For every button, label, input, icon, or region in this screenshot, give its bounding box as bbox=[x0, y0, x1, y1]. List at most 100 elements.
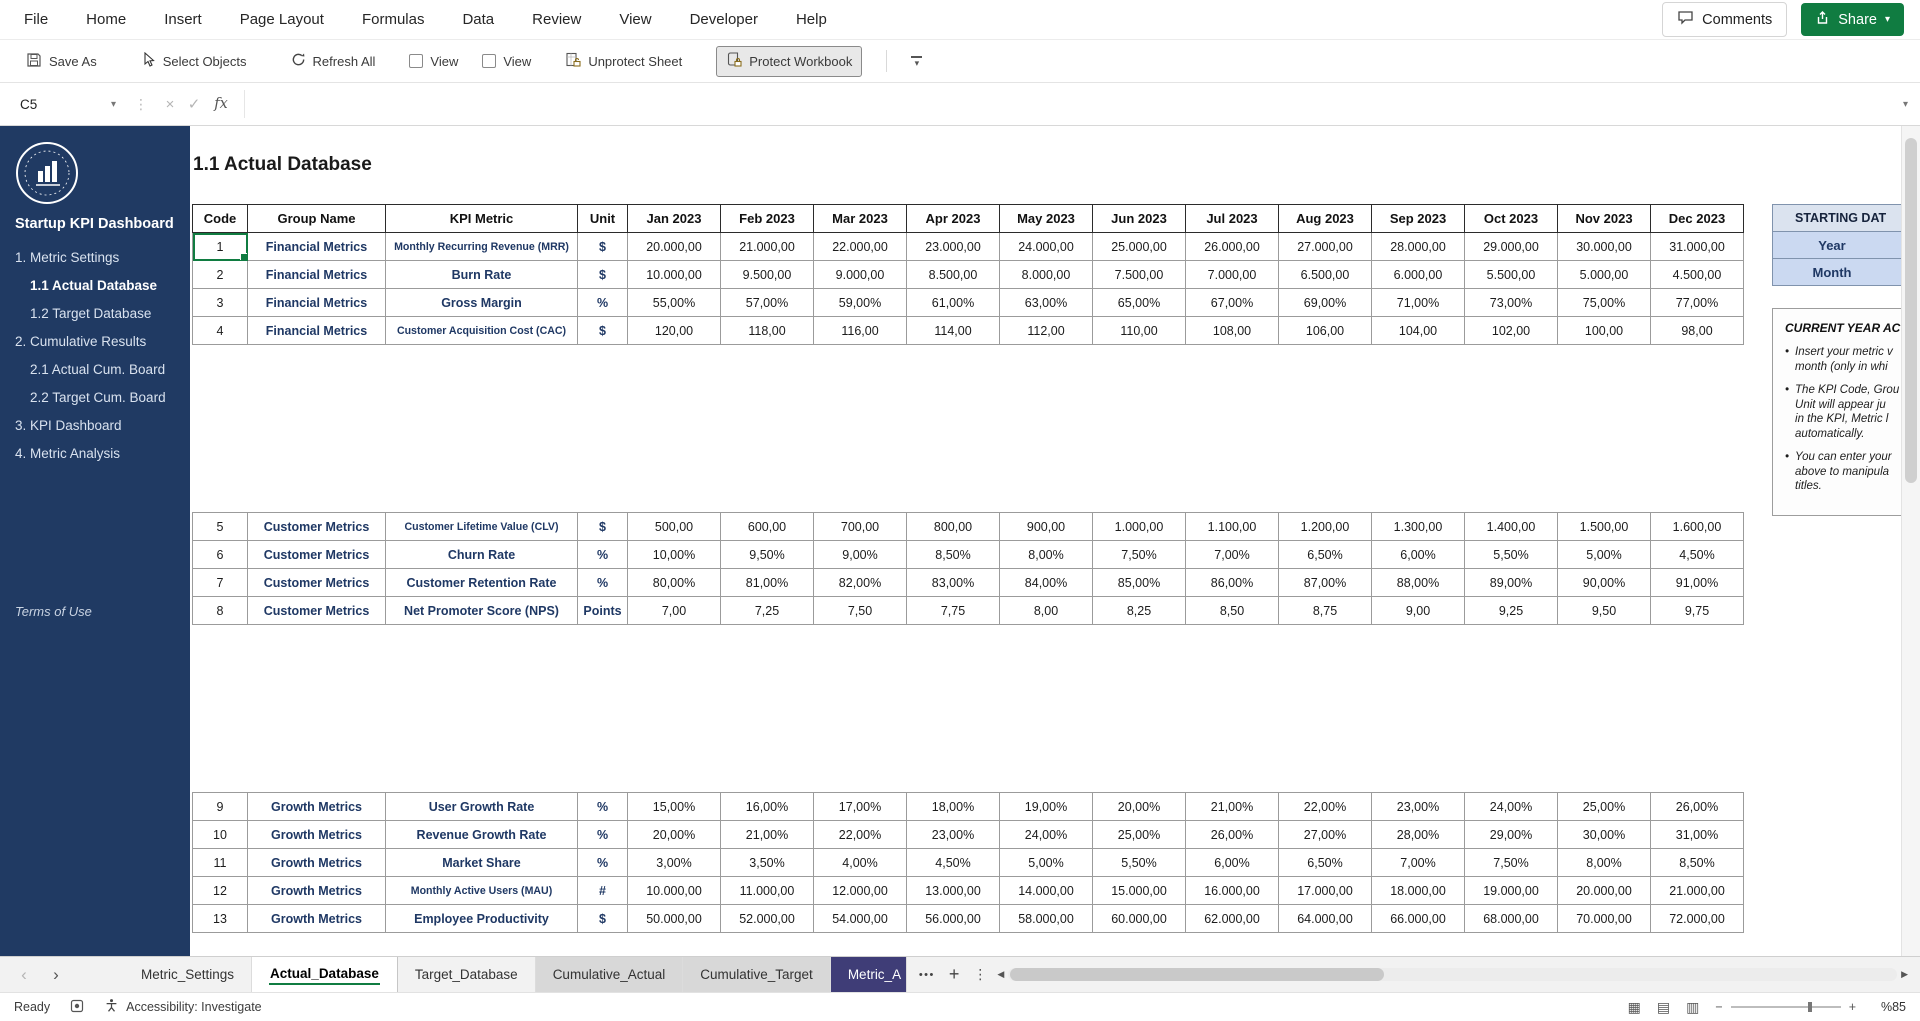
blank-cell[interactable] bbox=[813, 680, 907, 709]
share-button[interactable]: Share ▾ bbox=[1801, 3, 1904, 36]
blank-cell[interactable] bbox=[1464, 484, 1558, 513]
blank-cell[interactable] bbox=[627, 456, 721, 485]
sidebar-item-1-metric-settings[interactable]: 1. Metric Settings bbox=[15, 250, 120, 265]
blank-cell[interactable] bbox=[813, 456, 907, 485]
cell-group-name[interactable]: Growth Metrics bbox=[247, 792, 386, 821]
blank-cell[interactable] bbox=[906, 372, 1000, 401]
blank-cell[interactable] bbox=[1092, 624, 1186, 653]
sidebar-item-4-metric-analysis[interactable]: 4. Metric Analysis bbox=[15, 446, 121, 461]
blank-cell[interactable] bbox=[192, 456, 248, 485]
vertical-scrollbar[interactable] bbox=[1901, 126, 1920, 956]
cell-code[interactable]: 13 bbox=[192, 904, 248, 933]
view-checkbox-1[interactable]: View bbox=[409, 54, 458, 69]
blank-cell[interactable] bbox=[192, 372, 248, 401]
year-row[interactable]: Year bbox=[1772, 231, 1901, 259]
cell-value[interactable]: 7,50% bbox=[1092, 540, 1186, 569]
cell-value[interactable]: 19.000,00 bbox=[1464, 876, 1558, 905]
checkbox-icon[interactable] bbox=[482, 54, 497, 68]
blank-cell[interactable] bbox=[247, 400, 386, 429]
blank-cell[interactable] bbox=[906, 400, 1000, 429]
blank-cell[interactable] bbox=[1557, 456, 1651, 485]
cell-kpi-metric[interactable]: Churn Rate bbox=[385, 540, 578, 569]
month-row[interactable]: Month bbox=[1772, 258, 1901, 286]
blank-cell[interactable] bbox=[1185, 764, 1279, 793]
cell-value[interactable]: 800,00 bbox=[906, 512, 1000, 541]
blank-cell[interactable] bbox=[1650, 456, 1744, 485]
zoom-track[interactable] bbox=[1730, 1002, 1841, 1012]
cell-value[interactable]: 8,25 bbox=[1092, 596, 1186, 625]
blank-cell[interactable] bbox=[1464, 400, 1558, 429]
blank-cell[interactable] bbox=[906, 708, 1000, 737]
col-header-dec-2023[interactable]: Dec 2023 bbox=[1650, 204, 1744, 233]
blank-cell[interactable] bbox=[1557, 344, 1651, 373]
cell-value[interactable]: 55,00% bbox=[627, 288, 721, 317]
blank-cell[interactable] bbox=[720, 456, 814, 485]
cell-value[interactable]: 15,00% bbox=[627, 792, 721, 821]
menu-item-review[interactable]: Review bbox=[532, 11, 582, 28]
cell-value[interactable]: 23,00% bbox=[1371, 792, 1465, 821]
comments-button[interactable]: Comments bbox=[1662, 2, 1788, 37]
blank-cell[interactable] bbox=[1278, 624, 1372, 653]
cancel-entry-icon[interactable]: × bbox=[165, 95, 175, 113]
blank-cell[interactable] bbox=[385, 484, 578, 513]
cell-group-name[interactable]: Growth Metrics bbox=[247, 904, 386, 933]
sidebar-item-2-1-actual-cum-board[interactable]: 2.1 Actual Cum. Board bbox=[30, 362, 166, 377]
cell-kpi-metric[interactable]: Burn Rate bbox=[385, 260, 578, 289]
blank-cell[interactable] bbox=[1371, 736, 1465, 765]
cell-kpi-metric[interactable]: Monthly Active Users (MAU) bbox=[385, 876, 578, 905]
cell-value[interactable]: 63,00% bbox=[999, 288, 1093, 317]
blank-cell[interactable] bbox=[1185, 456, 1279, 485]
blank-cell[interactable] bbox=[577, 344, 628, 373]
blank-cell[interactable] bbox=[247, 456, 386, 485]
blank-cell[interactable] bbox=[577, 484, 628, 513]
cell-value[interactable]: 110,00 bbox=[1092, 316, 1186, 345]
col-header-code[interactable]: Code bbox=[192, 204, 248, 233]
cell-value[interactable]: 17,00% bbox=[813, 792, 907, 821]
cell-value[interactable]: 4,50% bbox=[906, 848, 1000, 877]
macro-record-icon[interactable] bbox=[70, 999, 84, 1016]
add-sheet-button[interactable]: + bbox=[948, 964, 960, 984]
menu-item-insert[interactable]: Insert bbox=[164, 11, 202, 28]
cell-value[interactable]: 7.500,00 bbox=[1092, 260, 1186, 289]
col-header-jan-2023[interactable]: Jan 2023 bbox=[627, 204, 721, 233]
blank-cell[interactable] bbox=[813, 736, 907, 765]
blank-cell[interactable] bbox=[906, 428, 1000, 457]
menu-item-file[interactable]: File bbox=[24, 11, 49, 28]
blank-cell[interactable] bbox=[192, 652, 248, 681]
blank-cell[interactable] bbox=[906, 652, 1000, 681]
blank-cell[interactable] bbox=[1278, 652, 1372, 681]
menu-item-developer[interactable]: Developer bbox=[689, 11, 758, 28]
blank-cell[interactable] bbox=[1371, 428, 1465, 457]
vertical-scrollbar-thumb[interactable] bbox=[1905, 138, 1917, 483]
cell-group-name[interactable]: Growth Metrics bbox=[247, 820, 386, 849]
checkbox-icon[interactable] bbox=[409, 54, 424, 68]
cell-value[interactable]: 1.000,00 bbox=[1092, 512, 1186, 541]
cell-value[interactable]: 7,00% bbox=[1185, 540, 1279, 569]
cell-value[interactable]: 6,50% bbox=[1278, 540, 1372, 569]
cell-kpi-metric[interactable]: Customer Acquisition Cost (CAC) bbox=[385, 316, 578, 345]
cell-value[interactable]: 20,00% bbox=[627, 820, 721, 849]
blank-cell[interactable] bbox=[1371, 652, 1465, 681]
cell-value[interactable]: 75,00% bbox=[1557, 288, 1651, 317]
blank-cell[interactable] bbox=[1557, 708, 1651, 737]
sidebar-item-2-2-target-cum-board[interactable]: 2.2 Target Cum. Board bbox=[30, 390, 166, 405]
cell-value[interactable]: 27,00% bbox=[1278, 820, 1372, 849]
blank-cell[interactable] bbox=[1278, 708, 1372, 737]
blank-cell[interactable] bbox=[1185, 484, 1279, 513]
blank-cell[interactable] bbox=[999, 372, 1093, 401]
blank-cell[interactable] bbox=[247, 736, 386, 765]
cell-value[interactable]: 85,00% bbox=[1092, 568, 1186, 597]
cell-value[interactable]: 4.500,00 bbox=[1650, 260, 1744, 289]
blank-cell[interactable] bbox=[385, 624, 578, 653]
cell-value[interactable]: 83,00% bbox=[906, 568, 1000, 597]
cell-value[interactable]: 23,00% bbox=[906, 820, 1000, 849]
blank-cell[interactable] bbox=[192, 764, 248, 793]
blank-cell[interactable] bbox=[720, 736, 814, 765]
blank-cell[interactable] bbox=[1557, 484, 1651, 513]
cell-value[interactable]: 100,00 bbox=[1557, 316, 1651, 345]
cell-value[interactable]: 21,00% bbox=[720, 820, 814, 849]
cell-value[interactable]: 26,00% bbox=[1185, 820, 1279, 849]
cell-code[interactable]: 5 bbox=[192, 512, 248, 541]
cell-value[interactable]: 13.000,00 bbox=[906, 876, 1000, 905]
cell-value[interactable]: 9,75 bbox=[1650, 596, 1744, 625]
